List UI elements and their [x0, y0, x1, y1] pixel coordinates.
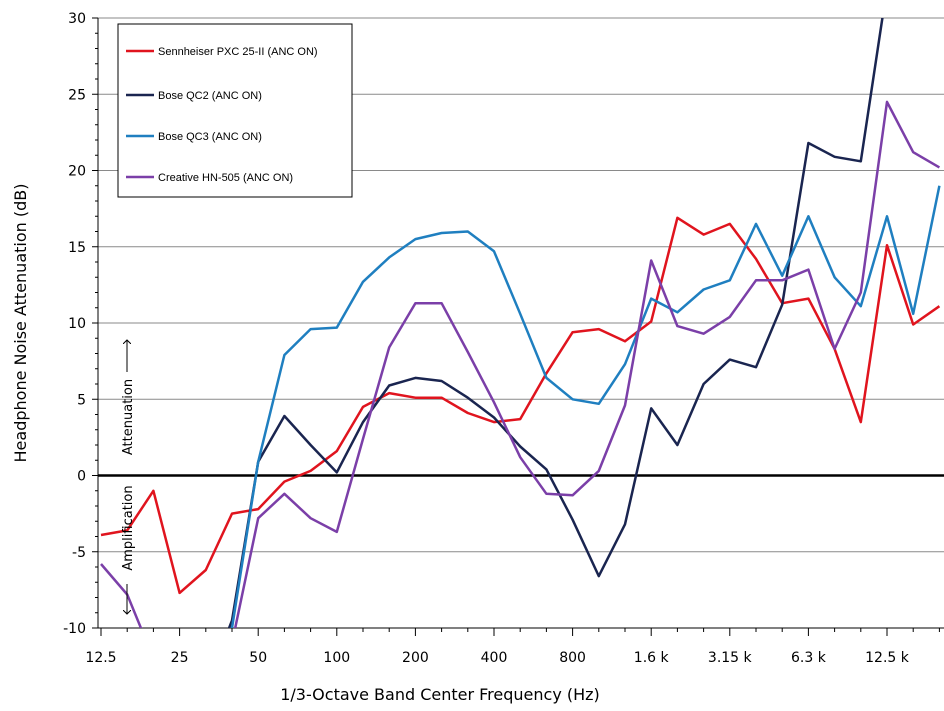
x-tick-label: 6.3 k — [791, 650, 827, 666]
legend-entry: Sennheiser PXC 25-II (ANC ON) — [126, 46, 318, 58]
legend-label: Bose QC3 (ANC ON) — [158, 131, 262, 143]
y-tick-label: 25 — [68, 87, 86, 103]
y-tick-label: 20 — [68, 164, 86, 180]
x-tick-label: 25 — [171, 650, 189, 666]
legend: Sennheiser PXC 25-II (ANC ON) Bose QC2 (… — [117, 23, 353, 198]
y-tick-label: 30 — [68, 11, 86, 27]
x-tick-label: 12.5 — [85, 650, 116, 666]
y-tick-label: 10 — [68, 316, 86, 332]
y-tick-label: -5 — [72, 545, 86, 561]
y-tick-label: 5 — [77, 392, 86, 408]
x-tick-label: 3.15 k — [708, 650, 753, 666]
x-tick-label: 1.6 k — [634, 650, 670, 666]
x-tick-label: 12.5 k — [865, 650, 910, 666]
legend-entry: Bose QC2 (ANC ON) — [126, 90, 262, 102]
amplification-label: Amplification — [121, 485, 136, 570]
legend-label: Sennheiser PXC 25-II (ANC ON) — [158, 46, 318, 58]
series-line-0 — [100, 216, 941, 595]
x-tick-label: 400 — [481, 650, 508, 666]
x-tick-label: 800 — [559, 650, 586, 666]
y-tick-label: 15 — [68, 240, 86, 256]
attenuation-annotation: Attenuation — [121, 340, 136, 455]
y-tick-label: 0 — [77, 469, 86, 485]
attenuation-label: Attenuation — [121, 379, 136, 455]
legend-label: Bose QC2 (ANC ON) — [158, 90, 262, 102]
series-lines — [100, 18, 941, 628]
series-line-3 — [100, 100, 941, 628]
legend-entry: Creative HN-505 (ANC ON) — [126, 172, 293, 184]
y-tick-label: -10 — [63, 621, 86, 637]
amplification-annotation: Amplification — [121, 485, 136, 614]
legend-box — [117, 23, 353, 198]
x-tick-labels: 12.5 25 50 100 200 400 800 1.6 k 3.15 k 6.3 k 12.5… — [85, 650, 909, 666]
x-tick-label: 200 — [402, 650, 429, 666]
x-tick-label: 50 — [249, 650, 267, 666]
legend-entry: Bose QC3 (ANC ON) — [126, 131, 262, 143]
x-axis-title: 1/3-Octave Band Center Frequency (Hz) — [280, 685, 600, 704]
x-tick-label: 100 — [323, 650, 350, 666]
y-tick-labels: -10 -5 0 5 10 15 20 25 30 — [63, 11, 86, 637]
series-line-2 — [230, 185, 941, 628]
legend-label: Creative HN-505 (ANC ON) — [158, 172, 293, 184]
y-axis-title: Headphone Noise Attenuation (dB) — [11, 184, 30, 463]
